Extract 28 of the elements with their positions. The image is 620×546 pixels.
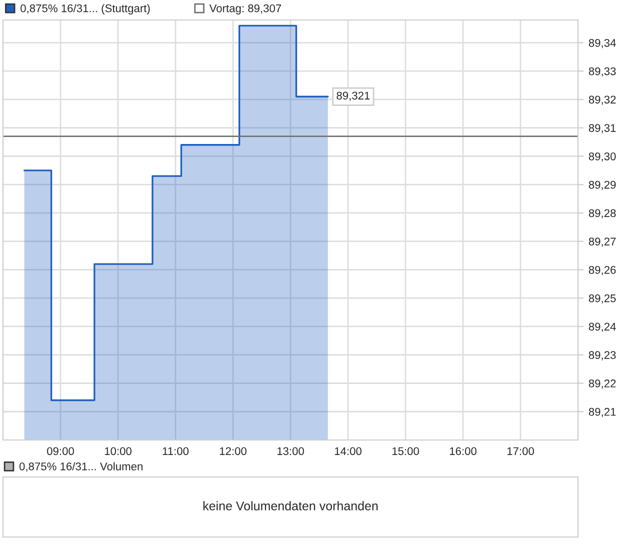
text: keine Volumendaten vorhanden — [203, 501, 378, 510]
x-tick-label: 13:00 — [277, 447, 304, 456]
x-tick-label: 17:00 — [507, 447, 534, 456]
y-tick-label: 89,30 — [588, 152, 616, 162]
x-tick-label: 14:00 — [334, 447, 362, 456]
x-tick-label: 16:00 — [450, 447, 476, 456]
y-tick-label: 89,22 — [588, 380, 616, 389]
legend-label: Vortag: 89,307 — [209, 4, 282, 14]
annotation: 89,321 — [336, 92, 370, 101]
x-tick-label: 15:00 — [392, 447, 419, 456]
y-tick-label: 89,25 — [588, 294, 616, 304]
x-tick-label: 09:00 — [47, 447, 74, 456]
y-tick-label: 89,29 — [588, 180, 616, 190]
y-tick-label: 89,34 — [588, 38, 616, 48]
y-tick-label: 89,32 — [588, 96, 616, 105]
y-tick-label: 89,33 — [588, 67, 616, 77]
y-tick-label: 89,23 — [588, 351, 616, 360]
y-tick-label: 89,27 — [588, 238, 616, 247]
legend-label: 0,875% 16/31... (Stuttgart) — [20, 4, 150, 14]
y-tick-label: 89,24 — [588, 322, 616, 332]
y-tick-label: 89,26 — [588, 266, 616, 276]
y-tick-label: 89,21 — [588, 408, 616, 418]
text: 0,875% 16/31... Volumen — [19, 462, 142, 472]
y-tick-label: 89,28 — [588, 209, 616, 218]
y-tick-label: 89,31 — [588, 124, 616, 134]
x-tick-label: 11:00 — [162, 447, 189, 456]
x-tick-label: 10:00 — [104, 447, 132, 456]
x-tick-label: 12:00 — [220, 447, 246, 456]
